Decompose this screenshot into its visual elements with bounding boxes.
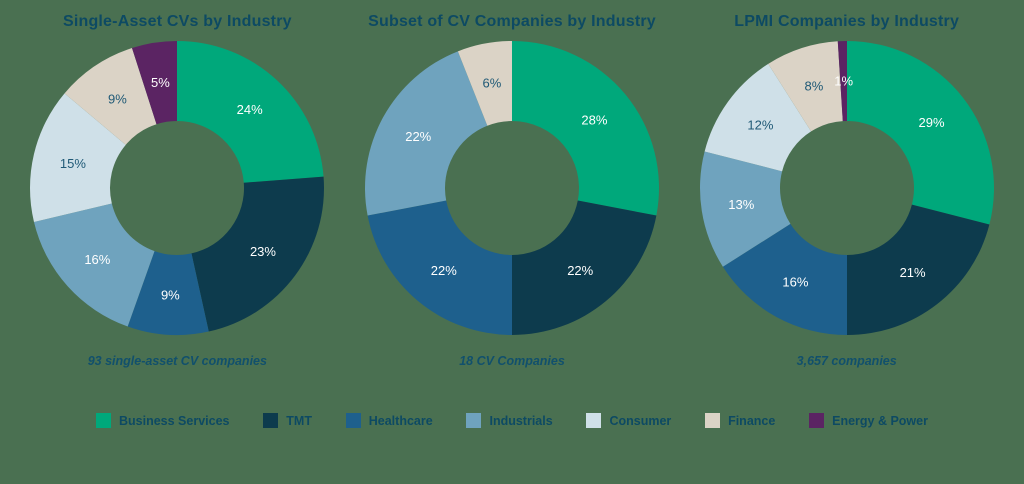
legend-label: Finance [728,413,776,428]
slice-label-industrials: 13% [728,197,754,212]
legend: Business Services TMT Healthcare Industrial… [96,413,928,428]
legend-swatch-tmt [263,413,279,428]
slice-label-finance: 6% [483,75,502,90]
donut-slice-finance [457,41,512,126]
donut-slice-tmt [846,204,990,335]
legend-label: Business Services [119,413,230,428]
legend-swatch-healthcare [345,413,361,428]
legend-label: Energy & Power [832,413,928,428]
donut-slice-finance [64,48,157,145]
donut-slice-tmt [191,176,325,332]
donut-slice-business-services [177,41,324,183]
legend-swatch-finance [705,413,721,428]
slice-label-tmt: 21% [899,265,925,280]
slice-label-consumer: 12% [747,118,773,133]
slice-label-business-services: 29% [918,115,944,130]
slice-label-energy-power: 1% [834,74,853,89]
legend-item-finance: Finance [705,413,775,428]
slice-label-tmt: 23% [250,244,276,259]
slice-label-healthcare: 22% [431,263,457,278]
chart-caption: 93 single-asset CV companies [87,354,267,368]
chart-title: LPMI Companies by Industry [734,13,960,30]
donut-slice-energy-power [132,41,178,125]
legend-item-business-services: Business Services [96,413,230,428]
chart-caption: 18 CV Companies [459,354,565,368]
legend-label: TMT [286,413,312,428]
legend-swatch-consumer [586,413,602,428]
slice-label-business-services: 24% [237,102,263,117]
donut-slice-business-services [512,41,659,216]
legend-row: Business Services TMT Healthcare Industrial… [0,413,1024,428]
legend-item-tmt: TMT [263,413,312,428]
slice-label-healthcare: 16% [782,274,808,289]
slice-label-finance: 9% [108,92,127,107]
donut-slice-healthcare [722,223,847,335]
legend-item-healthcare: Healthcare [345,413,433,428]
donut-chart-subset-cv-companies: 28% 22% 22% 22% 6% [365,41,659,335]
slice-label-business-services: 28% [581,112,607,127]
charts-row: Single-Asset CVs by Industry 24% 23% 9% 16%… [10,0,1014,368]
slice-label-healthcare: 9% [161,287,180,302]
legend-label: Consumer [609,413,672,428]
legend-item-consumer: Consumer [586,413,671,428]
donut-slice-industrials [365,51,488,216]
chart-block-lpmi-companies: LPMI Companies by Industry 29% 21% 16% 13% 1… [679,0,1014,368]
slice-label-finance: 8% [804,79,823,94]
legend-item-energy-power: Energy & Power [809,413,928,428]
donut-slice-finance [767,41,843,132]
legend-swatch-industrials [466,413,482,428]
donut-chart-lpmi-companies: 29% 21% 16% 13% 12% 8% 1% [699,41,994,335]
legend-label: Industrials [489,413,553,428]
donut-chart-single-asset-cvs: 24% 23% 9% 16% 15% 9% 5% [30,41,325,335]
chart-title: Subset of CV Companies by Industry [368,13,656,30]
legend-swatch-business-services [96,413,111,428]
donut-slice-business-services [846,41,994,225]
slice-label-industrials: 16% [85,252,111,267]
donut-slice-healthcare [367,200,512,335]
chart-block-subset-cv-companies: Subset of CV Companies by Industry 28% 22… [345,0,680,368]
chart-title: Single-Asset CVs by Industry [62,13,292,30]
slice-label-energy-power: 5% [151,75,170,90]
donut-slice-industrials [34,203,155,327]
donut-slice-consumer [30,93,127,222]
donut-slice-industrials [699,151,791,267]
legend-item-industrials: Industrials [466,413,553,428]
slice-label-industrials: 22% [405,129,431,144]
chart-block-single-asset-cvs: Single-Asset CVs by Industry 24% 23% 9% 16%… [10,0,345,368]
donut-slice-healthcare [128,251,210,335]
donut-slice-consumer [704,63,811,172]
chart-caption: 3,657 companies [796,354,897,368]
legend-swatch-energy-power [809,413,825,428]
slice-label-consumer: 15% [60,156,86,171]
legend-label: Healthcare [368,413,433,428]
slice-label-tmt: 22% [567,263,593,278]
donut-slice-energy-power [837,41,847,122]
donut-slice-tmt [512,200,657,335]
